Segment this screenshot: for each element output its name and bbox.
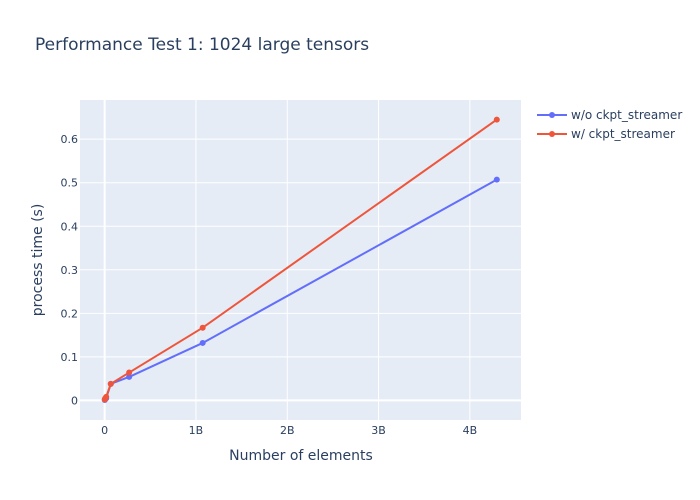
legend-marker (549, 131, 555, 137)
y-axis-title: process time (s) (30, 204, 46, 317)
series-2 (101, 116, 500, 403)
x-tick-label: 1B (189, 424, 204, 437)
x-tick-label: 2B (280, 424, 295, 437)
y-axis: 0 0.1 0.2 0.3 0.4 0.5 0.6 (61, 133, 79, 407)
plot-area (80, 100, 521, 420)
legend-item[interactable]: w/o ckpt_streamer (537, 108, 682, 122)
data-point[interactable] (199, 324, 206, 331)
y-tick-label: 0.3 (61, 264, 79, 277)
legend: w/o ckpt_streamer w/ ckpt_streamer (537, 108, 682, 141)
y-tick-label: 0.5 (61, 177, 79, 190)
legend-label: w/ ckpt_streamer (571, 127, 675, 141)
y-tick-label: 0.6 (61, 133, 79, 146)
y-tick-label: 0.2 (61, 307, 79, 320)
x-tick-label: 3B (371, 424, 386, 437)
data-point[interactable] (107, 380, 114, 387)
y-tick-label: 0.4 (61, 220, 79, 233)
data-point[interactable] (126, 373, 133, 380)
data-point[interactable] (493, 176, 500, 183)
data-point[interactable] (103, 393, 110, 400)
x-axis: 0 1B 2B 3B 4B (101, 424, 477, 437)
data-point[interactable] (199, 339, 206, 346)
x-tick-label: 4B (463, 424, 478, 437)
y-tick-label: 0 (71, 394, 78, 407)
legend-label: w/o ckpt_streamer (571, 108, 682, 122)
x-tick-label: 0 (101, 424, 108, 437)
data-point[interactable] (493, 116, 500, 123)
y-tick-label: 0.1 (61, 351, 79, 364)
legend-marker (549, 112, 555, 118)
data-point[interactable] (126, 369, 133, 376)
chart-title: Performance Test 1: 1024 large tensors (35, 35, 369, 55)
legend-item[interactable]: w/ ckpt_streamer (537, 127, 675, 141)
zero-lines (80, 100, 521, 420)
series-layer (101, 116, 500, 403)
gridlines (80, 100, 521, 420)
x-axis-title: Number of elements (229, 448, 373, 464)
